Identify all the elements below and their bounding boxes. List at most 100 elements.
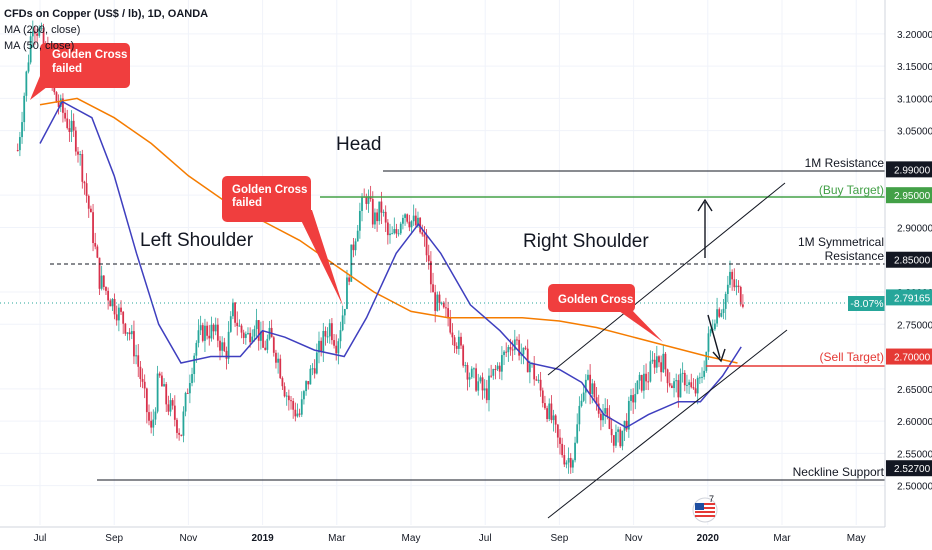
right-shoulder-label: Right Shoulder — [523, 231, 649, 252]
candle-body — [249, 332, 252, 343]
candle-body — [556, 424, 559, 438]
candle-body — [214, 324, 217, 332]
candle-body — [122, 311, 125, 324]
candle-body — [133, 331, 135, 357]
candle-body — [384, 211, 387, 223]
candle-body — [135, 355, 137, 357]
ma200-line — [39, 97, 738, 364]
y-tick-label: 2.65000 — [897, 385, 932, 396]
candle-body — [74, 130, 77, 152]
candle-body — [408, 221, 411, 228]
candle-body — [395, 229, 398, 234]
candle-body — [238, 325, 241, 327]
candle-body — [619, 429, 622, 447]
candle-body — [126, 332, 129, 334]
candle-body — [548, 403, 551, 420]
candle-body — [660, 362, 663, 373]
price-level-badge — [886, 460, 932, 477]
callout-golden-cross-failed-2: Golden Cross failed — [222, 176, 343, 306]
x-axis[interactable]: Jul Sep Nov 2019 Mar May Jul Sep Nov 2020 Mar May — [0, 526, 932, 544]
candle-body — [561, 443, 564, 456]
candle-body — [500, 355, 503, 372]
candle-body — [677, 380, 680, 398]
candle-body — [423, 234, 426, 237]
candle-body — [255, 320, 258, 330]
candle-body — [410, 221, 413, 228]
candle-body — [664, 353, 667, 370]
candle-body — [378, 201, 381, 222]
candle-body — [729, 271, 731, 285]
candle-body — [438, 294, 441, 303]
y-axis[interactable]: 3.20000 3.15000 3.10000 3.05000 2.95000 2.900… — [884, 0, 932, 550]
candle-body — [739, 286, 742, 305]
candle-body — [528, 364, 531, 373]
up-arrow-head — [697, 198, 713, 212]
y-tick-label: 2.55000 — [897, 449, 932, 460]
candle-body — [419, 217, 422, 233]
candle-body — [124, 323, 127, 334]
candle-body — [559, 437, 561, 444]
candle-body — [148, 412, 150, 421]
y-tick-label: 3.20000 — [897, 30, 932, 41]
candle-body — [167, 404, 170, 412]
candle-body — [85, 183, 88, 196]
candle-body — [139, 366, 142, 379]
candle-body — [737, 285, 740, 287]
candle-body — [494, 368, 497, 370]
candle-body — [100, 275, 103, 289]
candle-body — [303, 391, 305, 400]
candle-body — [462, 345, 465, 366]
candle-body — [294, 409, 297, 417]
candle-body — [96, 246, 99, 258]
candle-body — [188, 383, 191, 394]
candle-body — [668, 383, 671, 386]
price-level-value: 2.85000 — [894, 256, 931, 267]
x-tick-label: Jul — [479, 533, 492, 544]
candle-body — [259, 331, 262, 341]
candle-body — [216, 324, 219, 341]
candle-body — [696, 377, 699, 394]
candle-body — [272, 337, 275, 353]
candle-body — [42, 27, 45, 46]
candle-body — [589, 374, 592, 395]
candle-body — [565, 462, 568, 465]
candle-body — [305, 381, 307, 392]
y-tick-label: 3.10000 — [897, 94, 932, 105]
candle-body — [720, 313, 723, 317]
candle-body — [447, 308, 449, 319]
candle-body — [113, 299, 116, 315]
candle-body — [679, 373, 682, 398]
candle-body — [331, 323, 333, 341]
candle-body — [683, 372, 686, 386]
candle-body — [509, 347, 512, 350]
candle-body — [567, 457, 570, 463]
price-level-badge — [886, 348, 932, 365]
candle-body — [31, 31, 34, 37]
candle-body — [432, 284, 434, 293]
candle-body — [470, 368, 473, 378]
candle-body — [550, 403, 553, 421]
x-tick-label: May — [847, 533, 866, 544]
candle-body — [636, 380, 639, 394]
candle-body — [283, 386, 286, 397]
candle-body — [593, 383, 596, 398]
candle-body — [587, 374, 589, 380]
resistance-1m-label: 1M Resistance — [805, 156, 885, 170]
candle-body — [552, 415, 555, 421]
candle-body — [244, 333, 247, 338]
candle-body — [145, 388, 148, 413]
candle-body — [722, 308, 725, 314]
candle-body — [191, 374, 193, 384]
candle-body — [522, 347, 525, 355]
candle-body — [455, 345, 458, 349]
candle-body — [38, 28, 41, 36]
candle-body — [705, 351, 708, 371]
sell-target-label: (Sell Target) — [820, 350, 884, 364]
candle-body — [311, 368, 314, 370]
candle-body — [107, 290, 110, 301]
candle-body — [367, 196, 370, 204]
chart-legend: CFDs on Copper (US$ / lb), 1D, OANDA MA … — [4, 6, 208, 54]
candle-body — [309, 368, 312, 385]
candle-body — [117, 307, 120, 321]
